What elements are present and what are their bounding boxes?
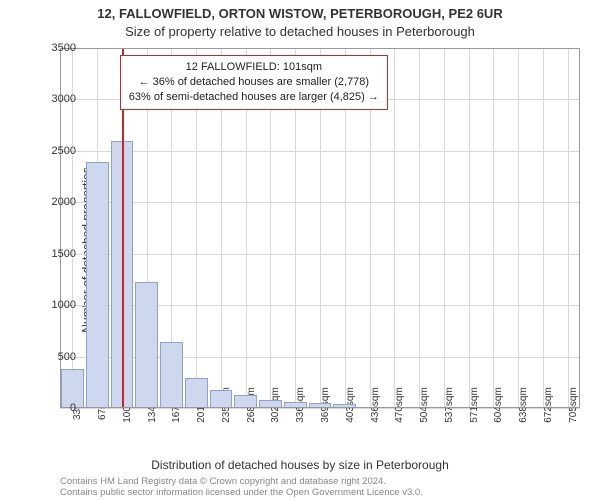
histogram-bar	[259, 400, 282, 408]
y-tick-label: 3000	[42, 93, 76, 105]
x-tick-label: 571sqm	[469, 387, 480, 423]
gridline-v	[493, 48, 494, 408]
histogram-bar	[160, 342, 183, 408]
y-tick-label: 3500	[42, 42, 76, 54]
credits-line1: Contains HM Land Registry data © Crown c…	[60, 476, 386, 487]
x-tick-label: 436sqm	[370, 387, 381, 423]
x-tick-label: 638sqm	[518, 387, 529, 423]
histogram-bar	[309, 403, 332, 408]
histogram-bar	[234, 395, 257, 408]
gridline-v	[419, 48, 420, 408]
figure-title-line2: Size of property relative to detached ho…	[0, 24, 600, 39]
histogram-bar	[333, 404, 356, 408]
annotation-line3: 63% of semi-detached houses are larger (…	[129, 90, 379, 105]
annotation-line2: ← 36% of detached houses are smaller (2,…	[129, 75, 379, 90]
gridline-v	[394, 48, 395, 408]
y-tick-label: 0	[42, 402, 76, 414]
histogram-bar	[86, 162, 109, 408]
gridline-v	[444, 48, 445, 408]
figure-title-line1: 12, FALLOWFIELD, ORTON WISTOW, PETERBORO…	[0, 6, 600, 21]
x-axis-label: Distribution of detached houses by size …	[0, 458, 600, 472]
gridline-v	[518, 48, 519, 408]
y-tick-label: 1500	[42, 248, 76, 260]
gridline-v	[543, 48, 544, 408]
figure-container: 12, FALLOWFIELD, ORTON WISTOW, PETERBORO…	[0, 0, 600, 500]
y-tick-label: 500	[42, 351, 76, 363]
annotation-line1: 12 FALLOWFIELD: 101sqm	[129, 60, 379, 75]
x-tick-label: 604sqm	[493, 387, 504, 423]
histogram-bar	[135, 282, 158, 409]
annotation-box: 12 FALLOWFIELD: 101sqm← 36% of detached …	[120, 55, 388, 110]
y-tick-label: 2500	[42, 145, 76, 157]
gridline-v	[568, 48, 569, 408]
x-tick-label: 470sqm	[394, 387, 405, 423]
plot-area: 33sqm67sqm100sqm134sqm167sqm201sqm235sqm…	[60, 48, 580, 408]
x-tick-label: 537sqm	[444, 387, 455, 423]
histogram-bar	[185, 378, 208, 408]
gridline-v	[469, 48, 470, 408]
histogram-bar	[284, 402, 307, 408]
y-tick-label: 2000	[42, 196, 76, 208]
y-tick-label: 1000	[42, 299, 76, 311]
credits-line2: Contains public sector information licen…	[60, 487, 423, 498]
x-tick-label: 705sqm	[568, 387, 579, 423]
x-tick-label: 504sqm	[419, 387, 430, 423]
histogram-bar	[210, 390, 233, 409]
x-tick-label: 672sqm	[543, 387, 554, 423]
